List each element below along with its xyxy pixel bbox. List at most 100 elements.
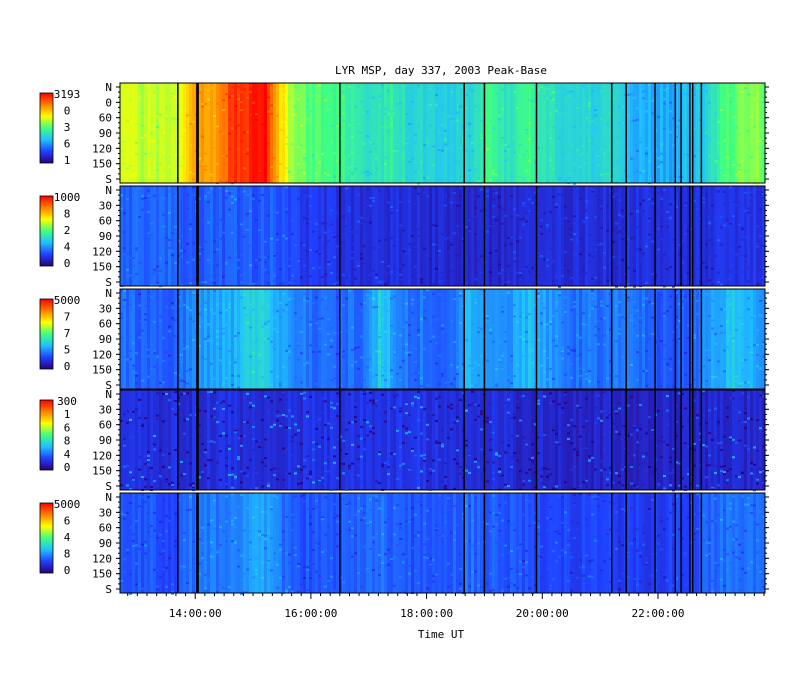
- noise-speck: [231, 377, 234, 380]
- noise-speck: [432, 469, 435, 472]
- intensity-column: [411, 83, 414, 183]
- noise-speck: [174, 195, 177, 198]
- noise-speck: [756, 353, 759, 356]
- noise-speck: [327, 332, 330, 335]
- intensity-column: [579, 289, 582, 389]
- noise-speck: [678, 360, 681, 363]
- noise-speck: [126, 251, 129, 254]
- noise-speck: [237, 148, 240, 151]
- intensity-column: [600, 390, 603, 490]
- intensity-column: [510, 289, 513, 389]
- noise-speck: [327, 108, 330, 111]
- intensity-column: [513, 83, 516, 183]
- noise-speck: [525, 220, 528, 223]
- noise-speck: [519, 218, 522, 221]
- noise-speck: [345, 276, 348, 279]
- noise-speck: [345, 428, 348, 431]
- noise-speck: [744, 336, 747, 339]
- noise-speck: [351, 151, 354, 154]
- noise-speck: [240, 281, 243, 284]
- noise-speck: [519, 335, 522, 338]
- noise-speck: [585, 160, 588, 163]
- noise-speck: [186, 370, 189, 373]
- noise-speck: [564, 98, 567, 101]
- intensity-column: [762, 186, 765, 286]
- noise-speck: [213, 312, 216, 315]
- noise-speck: [288, 298, 291, 301]
- noise-speck: [441, 224, 444, 227]
- noise-speck: [588, 260, 591, 263]
- noise-speck: [381, 84, 384, 87]
- noise-speck: [459, 204, 462, 207]
- noise-speck: [216, 549, 219, 552]
- intensity-column: [357, 390, 360, 490]
- intensity-column: [744, 289, 747, 389]
- noise-speck: [303, 391, 306, 394]
- noise-speck: [138, 319, 141, 322]
- noise-speck: [690, 161, 693, 164]
- noise-speck: [291, 454, 294, 457]
- noise-speck: [258, 228, 261, 231]
- noise-speck: [558, 443, 561, 446]
- noise-speck: [723, 349, 726, 352]
- intensity-column: [588, 390, 591, 490]
- noise-speck: [648, 159, 651, 162]
- intensity-column: [312, 390, 315, 490]
- noise-speck: [618, 481, 621, 484]
- intensity-column: [729, 186, 732, 286]
- intensity-column: [207, 186, 210, 286]
- noise-speck: [525, 266, 528, 269]
- intensity-column: [660, 289, 663, 389]
- noise-speck: [171, 250, 174, 253]
- noise-speck: [237, 458, 240, 461]
- noise-speck: [753, 196, 756, 199]
- noise-speck: [408, 468, 411, 471]
- noise-speck: [762, 481, 765, 484]
- noise-speck: [234, 181, 237, 184]
- noise-speck: [414, 90, 417, 93]
- intensity-column: [240, 289, 243, 389]
- noise-speck: [420, 278, 423, 281]
- noise-speck: [750, 351, 753, 354]
- noise-speck: [150, 343, 153, 346]
- intensity-column: [636, 83, 639, 183]
- noise-speck: [255, 572, 258, 575]
- intensity-column: [360, 289, 363, 389]
- noise-speck: [630, 223, 633, 226]
- intensity-column: [402, 83, 405, 183]
- noise-speck: [222, 275, 225, 278]
- intensity-column: [198, 186, 201, 286]
- colorbar-label: 7: [64, 311, 71, 324]
- noise-speck: [630, 241, 633, 244]
- noise-speck: [201, 281, 204, 284]
- noise-speck: [123, 558, 126, 561]
- noise-speck: [240, 331, 243, 334]
- noise-speck: [447, 193, 450, 196]
- noise-speck: [375, 404, 378, 407]
- noise-speck: [216, 238, 219, 241]
- noise-speck: [474, 90, 477, 93]
- noise-speck: [306, 566, 309, 569]
- noise-speck: [279, 141, 282, 144]
- noise-speck: [534, 161, 537, 164]
- noise-speck: [399, 407, 402, 410]
- noise-speck: [645, 281, 648, 284]
- noise-speck: [579, 198, 582, 201]
- noise-speck: [633, 426, 636, 429]
- noise-speck: [576, 83, 579, 86]
- noise-speck: [129, 526, 132, 529]
- noise-speck: [606, 484, 609, 487]
- intensity-column: [450, 83, 453, 183]
- noise-speck: [159, 575, 162, 578]
- noise-speck: [309, 110, 312, 113]
- noise-speck: [627, 386, 630, 389]
- noise-speck: [534, 405, 537, 408]
- noise-speck: [321, 298, 324, 301]
- noise-speck: [258, 319, 261, 322]
- noise-speck: [144, 112, 147, 115]
- noise-speck: [252, 438, 255, 441]
- noise-speck: [336, 414, 339, 417]
- noise-speck: [300, 331, 303, 334]
- noise-speck: [630, 93, 633, 96]
- noise-speck: [744, 412, 747, 415]
